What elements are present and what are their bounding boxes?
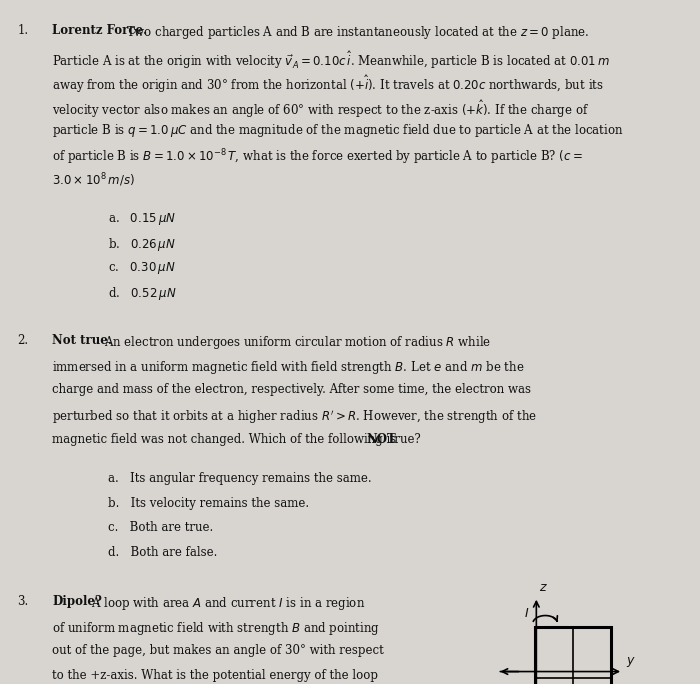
- Text: a.   Its angular frequency remains the same.: a. Its angular frequency remains the sam…: [108, 472, 372, 485]
- Text: b.   Its velocity remains the same.: b. Its velocity remains the same.: [108, 497, 309, 510]
- Text: 3.: 3.: [18, 595, 29, 608]
- Text: b.   $0.26\,\mu N$: b. $0.26\,\mu N$: [108, 236, 176, 252]
- Text: 2.: 2.: [18, 334, 29, 347]
- Text: c.   Both are true.: c. Both are true.: [108, 521, 214, 534]
- Text: Particle A is at the origin with velocity $\vec{v}_A = 0.10c\,\hat{i}$. Meanwhil: Particle A is at the origin with velocit…: [52, 49, 610, 70]
- Text: A loop with area $A$ and current $I$ is in a region: A loop with area $A$ and current $I$ is …: [91, 595, 365, 612]
- Text: a.   $0.15\,\mu N$: a. $0.15\,\mu N$: [108, 211, 176, 227]
- Text: perturbed so that it orbits at a higher radius $R' > R$. However, the strength o: perturbed so that it orbits at a higher …: [52, 408, 538, 425]
- Text: $z$: $z$: [539, 581, 548, 594]
- Text: d.   Both are false.: d. Both are false.: [108, 546, 218, 559]
- Text: c.   $0.30\,\mu N$: c. $0.30\,\mu N$: [108, 261, 176, 276]
- Text: charge and mass of the electron, respectively. After some time, the electron was: charge and mass of the electron, respect…: [52, 384, 531, 397]
- Text: NOT: NOT: [366, 433, 396, 446]
- Text: An electron undergoes uniform circular motion of radius $R$ while: An electron undergoes uniform circular m…: [104, 334, 491, 351]
- Text: of particle B is $B = 1.0 \times 10^{-8}\,T$, what is the force exerted by parti: of particle B is $B = 1.0 \times 10^{-8}…: [52, 147, 584, 167]
- Text: true?: true?: [386, 433, 421, 446]
- Text: particle B is $q = 1.0\,\mu C$ and the magnitude of the magnetic field due to pa: particle B is $q = 1.0\,\mu C$ and the m…: [52, 122, 624, 140]
- Text: $3.0 \times 10^8\,m/s)$: $3.0 \times 10^8\,m/s)$: [52, 172, 135, 189]
- Text: Two charged particles A and B are instantaneously located at the $z = 0$ plane.: Two charged particles A and B are instan…: [126, 24, 589, 41]
- Text: Dipole?: Dipole?: [52, 595, 102, 608]
- Text: velocity vector also makes an angle of 60° with respect to the z-axis $(+\hat{k}: velocity vector also makes an angle of 6…: [52, 98, 589, 120]
- Text: to the +z-axis. What is the potential energy of the loop: to the +z-axis. What is the potential en…: [52, 669, 379, 682]
- Text: Not true.: Not true.: [52, 334, 113, 347]
- Text: d.   $0.52\,\mu N$: d. $0.52\,\mu N$: [108, 285, 177, 302]
- Text: $I$: $I$: [524, 607, 529, 620]
- Text: magnetic field was not changed. Which of the following is: magnetic field was not changed. Which of…: [52, 433, 400, 446]
- Bar: [535, 627, 611, 684]
- Text: Lorentz Force.: Lorentz Force.: [52, 24, 148, 37]
- Text: out of the page, but makes an angle of 30° with respect: out of the page, but makes an angle of 3…: [52, 644, 384, 657]
- Text: away from the origin and 30° from the horizontal $(+\hat{i})$. It travels at $0.: away from the origin and 30° from the ho…: [52, 73, 604, 95]
- Text: immersed in a uniform magnetic field with field strength $B$. Let $e$ and $m$ be: immersed in a uniform magnetic field wit…: [52, 359, 525, 376]
- Text: 1.: 1.: [18, 24, 29, 37]
- Text: $y$: $y$: [626, 655, 636, 668]
- Text: of uniform magnetic field with strength $B$ and pointing: of uniform magnetic field with strength …: [52, 620, 381, 637]
